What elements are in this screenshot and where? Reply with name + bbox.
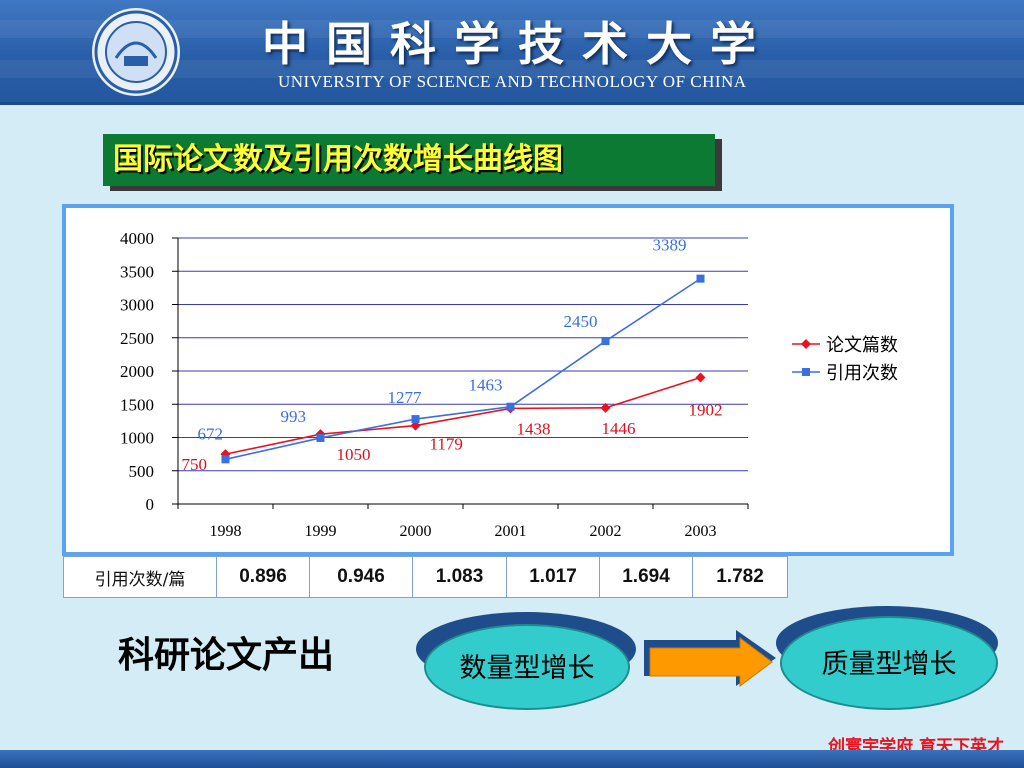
- citation-count-point: [506, 402, 515, 411]
- paper-count-data-label: 1179: [430, 435, 463, 454]
- right-arrow-icon: [644, 630, 776, 687]
- chart-panel: 4000 3500 3000 2500 2000 1500 1000 500 0 1998 1999…: [62, 204, 954, 556]
- table-cell: 1.694: [599, 556, 693, 598]
- paper-count-point: [600, 402, 611, 413]
- x-tick-label: 1998: [210, 523, 242, 540]
- legend-label: 引用次数: [826, 363, 898, 384]
- legend-marker: [801, 339, 811, 349]
- paper-count-point: [695, 372, 706, 383]
- y-tick-label: 500: [129, 462, 155, 481]
- citation-count-data-label: 2450: [564, 312, 598, 331]
- table-cell: 1.083: [412, 556, 507, 598]
- table-row: 引用次数/篇 0.896 0.946 1.083 1.017 1.694 1.7…: [63, 556, 788, 598]
- y-tick-label: 1000: [120, 429, 154, 448]
- citation-count-data-label: 3389: [653, 236, 687, 255]
- citation-count-data-label: 993: [281, 407, 307, 426]
- table-cell: 0.896: [216, 556, 310, 598]
- line-chart: 4000 3500 3000 2500 2000 1500 1000 500 0 1998 1999…: [120, 229, 898, 540]
- x-tick-label: 2000: [400, 523, 432, 540]
- y-tick-label: 2500: [120, 329, 154, 348]
- research-output-label: 科研论文产出: [118, 635, 335, 676]
- paper-count-point: [410, 420, 421, 431]
- citation-count-data-label: 1463: [469, 376, 503, 395]
- x-tick-label: 2003: [685, 523, 717, 540]
- quality-growth-oval: 质量型增长: [780, 616, 998, 710]
- university-seal-icon: [92, 8, 180, 96]
- slide-title: 国际论文数及引用次数增长曲线图: [103, 134, 715, 186]
- header-banner: 中国科学技术大学 UNIVERSITY OF SCIENCE AND TECHN…: [0, 0, 1024, 105]
- y-tick-label: 1500: [120, 395, 154, 414]
- y-tick-label: 0: [146, 495, 155, 514]
- x-tick-label: 2001: [495, 523, 527, 540]
- x-tick-label: 2002: [590, 523, 622, 540]
- paper-count-line: [225, 376, 701, 455]
- table-cell: 1.782: [692, 556, 788, 598]
- table-row-label: 引用次数/篇: [63, 556, 217, 598]
- header-band: [0, 20, 1024, 38]
- citation-count-point: [696, 274, 705, 283]
- table-cell: 1.017: [506, 556, 600, 598]
- citation-count-data-label: 672: [198, 424, 224, 443]
- paper-count-data-label: 1446: [602, 419, 636, 438]
- y-tick-label: 3500: [120, 262, 154, 281]
- citation-count-line: [225, 277, 701, 461]
- paper-count-data-label: 1438: [517, 419, 551, 438]
- y-tick-label: 2000: [120, 362, 154, 381]
- footer-bar: [0, 750, 1024, 768]
- quantity-growth-oval: 数量型增长: [424, 624, 630, 710]
- citation-count-point: [411, 415, 420, 424]
- table-cell: 0.946: [309, 556, 413, 598]
- citation-ratio-table: 引用次数/篇 0.896 0.946 1.083 1.017 1.694 1.7…: [63, 556, 788, 598]
- citation-count-point: [221, 455, 230, 464]
- legend-marker: [802, 368, 810, 376]
- y-tick-label: 4000: [120, 229, 154, 248]
- paper-count-data-label: 750: [182, 455, 208, 474]
- x-tick-label: 1999: [305, 523, 337, 540]
- university-name-en: UNIVERSITY OF SCIENCE AND TECHNOLOGY OF …: [278, 72, 747, 91]
- citation-count-data-label: 1277: [388, 388, 423, 407]
- university-name-cn: 中国科学技术大学: [262, 17, 774, 71]
- citation-count-point: [316, 433, 325, 442]
- legend-label: 论文篇数: [826, 335, 898, 356]
- header-band: [0, 60, 1024, 78]
- y-tick-label: 3000: [120, 296, 154, 315]
- paper-count-data-label: 1902: [689, 401, 723, 420]
- citation-count-point: [601, 337, 610, 346]
- paper-count-data-label: 1050: [337, 445, 371, 464]
